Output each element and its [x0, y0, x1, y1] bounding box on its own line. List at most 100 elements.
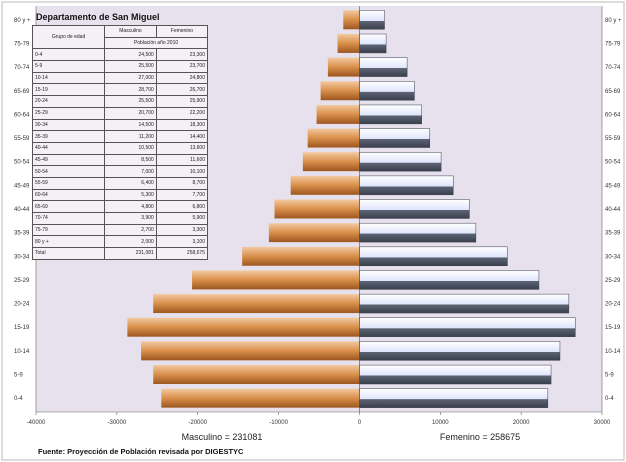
- age-label-right: 0-4: [605, 396, 614, 402]
- table-cell-female: 23,700: [155, 60, 209, 73]
- table-cell-male: 8,500: [104, 153, 157, 167]
- bar-male-0-4: [161, 388, 360, 408]
- table-header-male: Masculino: [104, 25, 157, 38]
- table-cell-male: 20,700: [104, 106, 157, 120]
- table-cell-male: 10,500: [104, 141, 157, 155]
- table-cell-male: 14,500: [104, 118, 157, 132]
- table-cell-male: 25,500: [104, 95, 157, 108]
- table-cell-male: 5,300: [104, 188, 157, 202]
- age-label-left: 20-24: [14, 302, 30, 308]
- table-cell-age: 15-19: [31, 83, 106, 97]
- bar-female-0-4: [359, 388, 549, 408]
- table-cell-female: 6,800: [155, 200, 209, 213]
- bar-female-70-74: [359, 57, 408, 77]
- bar-male-20-24: [153, 294, 360, 314]
- table-cell-age: 75-79: [31, 223, 106, 237]
- table-cell-female: 18,300: [155, 118, 209, 132]
- x-tick-label: -10000: [269, 420, 288, 426]
- bar-female-40-44: [359, 199, 470, 219]
- table-cell-male: 25,500: [104, 60, 157, 73]
- table-cell-age: 20-24: [31, 95, 106, 108]
- age-label-left: 25-29: [14, 278, 30, 284]
- table-cell-female: 8,700: [155, 176, 209, 190]
- x-axis-label-male: Masculino = 231081: [182, 432, 263, 442]
- age-label-right: 75-79: [605, 41, 621, 47]
- table-row: 35-39 11,200 14,400: [31, 130, 209, 143]
- table-cell-male: 6,400: [104, 176, 157, 190]
- age-label-right: 80 y +: [605, 18, 622, 24]
- bar-female-30-34: [359, 246, 508, 267]
- table-row: 40-44 10,500 13,600: [31, 141, 209, 155]
- bar-male-50-54: [302, 152, 360, 172]
- x-tick-label: 0: [358, 420, 362, 426]
- x-tick-labels: -40000 -30000 -20000 -10000 0 10000 20000 30000: [27, 412, 611, 426]
- table-row: 75-79 2,700 3,300: [31, 223, 209, 237]
- table-cell-female: 10,100: [155, 165, 209, 178]
- bar-male-25-29: [192, 270, 360, 290]
- bar-female-15-19: [359, 317, 576, 337]
- table-cell-female: 26,700: [155, 83, 209, 97]
- age-label-left: 30-34: [14, 254, 30, 260]
- table-cell-male: 2,000: [104, 235, 157, 249]
- age-label-right: 65-69: [605, 89, 621, 95]
- table-cell-female: 3,300: [155, 223, 209, 237]
- age-label-right: 50-54: [605, 160, 621, 166]
- table-row: 30-34 14,500 18,300: [31, 118, 209, 132]
- table-cell-age: 55-59: [31, 176, 106, 190]
- table-cell-male: 11,200: [104, 130, 157, 143]
- bar-female-65-69: [359, 81, 415, 101]
- table-row: 55-59 6,400 8,700: [31, 176, 209, 190]
- x-tick-label: -30000: [108, 420, 127, 426]
- bar-male-40-44: [274, 199, 360, 219]
- table-cell-male: 24,500: [104, 48, 157, 62]
- bar-male-65-69: [320, 81, 360, 101]
- age-label-right: 30-34: [605, 254, 621, 260]
- table-cell-age: 0-4: [31, 48, 106, 62]
- table-cell-female: 11,600: [155, 153, 209, 167]
- bar-male-80y+: [343, 10, 360, 30]
- age-label-left: 80 y +: [14, 18, 31, 24]
- x-tick-label: -40000: [27, 420, 46, 426]
- age-label-left: 10-14: [14, 349, 30, 355]
- age-label-right: 25-29: [605, 278, 621, 284]
- age-label-left: 65-69: [14, 89, 30, 95]
- table-cell-male: 4,800: [104, 200, 157, 213]
- table-cell-age: 25-29: [31, 106, 106, 120]
- table-cell-age: 5-9: [31, 60, 106, 73]
- table-cell-age: 45-49: [31, 153, 106, 167]
- bar-male-45-49: [290, 175, 360, 195]
- bar-female-10-14: [359, 341, 561, 361]
- table-header-female: Femenino: [155, 25, 209, 38]
- bar-female-55-59: [359, 128, 431, 148]
- x-tick-label: -20000: [188, 420, 207, 426]
- bar-male-10-14: [141, 341, 360, 361]
- bar-female-45-49: [359, 175, 454, 196]
- table-cell-age: Total: [31, 247, 106, 260]
- table-cell-female: 258,675: [155, 247, 209, 260]
- table-cell-female: 7,700: [155, 188, 209, 202]
- table-header-age: Grupo de edad: [31, 24, 106, 50]
- age-label-left: 60-64: [14, 112, 30, 118]
- table-row: Total 231,081 258,675: [31, 247, 209, 260]
- age-label-left: 40-44: [14, 207, 30, 213]
- population-table: Grupo de edad Masculino Femenino Poblaci…: [31, 24, 209, 260]
- table-cell-female: 25,900: [155, 95, 209, 108]
- age-label-right: 5-9: [605, 373, 614, 379]
- age-label-right: 45-49: [605, 183, 621, 189]
- table-row: 0-4 24,500 23,300: [31, 48, 209, 62]
- table-cell-age: 10-14: [31, 71, 106, 85]
- table-row: 65-69 4,800 6,800: [31, 200, 209, 213]
- table-cell-age: 70-74: [31, 212, 106, 225]
- bar-female-80y+: [359, 10, 385, 30]
- table-row: 5-9 25,500 23,700: [31, 60, 209, 73]
- table-cell-age: 30-34: [31, 118, 106, 132]
- data-table-inset: Departamento de San Miguel Grupo de edad…: [31, 12, 210, 260]
- table-cell-male: 27,000: [104, 71, 157, 85]
- table-cell-age: 35-39: [31, 130, 106, 143]
- table-cell-age: 60-64: [31, 188, 106, 202]
- age-label-left: 75-79: [14, 41, 30, 47]
- bar-male-35-39: [268, 223, 360, 243]
- age-label-right: 55-59: [605, 136, 621, 142]
- table-cell-male: 231,081: [104, 247, 157, 260]
